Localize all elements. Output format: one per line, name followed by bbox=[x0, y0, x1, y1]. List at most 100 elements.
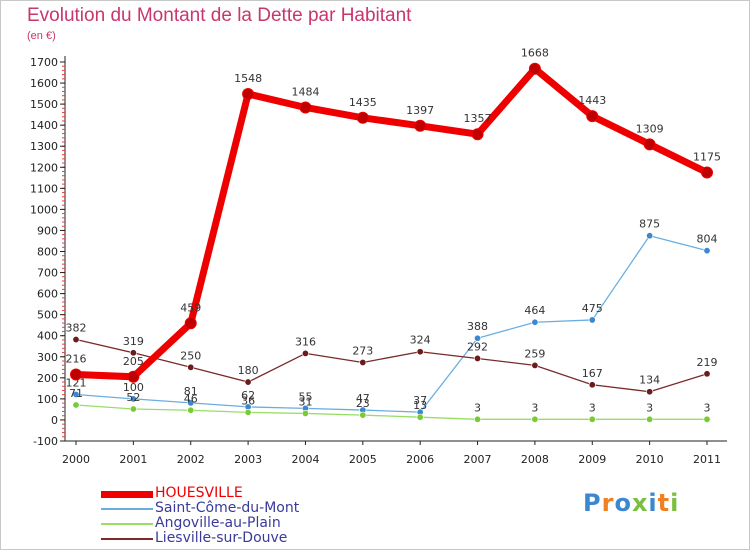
data-label: 37 bbox=[413, 394, 427, 407]
y-tick-label: 1400 bbox=[30, 119, 58, 132]
data-label: 1397 bbox=[406, 104, 434, 117]
data-label: 382 bbox=[66, 322, 87, 335]
data-label: 81 bbox=[184, 385, 198, 398]
data-point bbox=[531, 318, 539, 326]
data-label: 292 bbox=[467, 340, 488, 353]
data-label: 459 bbox=[180, 301, 201, 314]
y-tick-label: -100 bbox=[33, 435, 58, 448]
x-tick-label: 2000 bbox=[62, 453, 90, 466]
data-label: 250 bbox=[180, 349, 201, 362]
legend-label: Liesville-sur-Douve bbox=[155, 530, 288, 546]
data-point bbox=[474, 354, 482, 362]
data-label: 23 bbox=[356, 397, 370, 410]
data-point bbox=[703, 415, 711, 423]
legend-swatch bbox=[101, 508, 153, 510]
data-point bbox=[474, 415, 482, 423]
brand-letter: t bbox=[657, 489, 671, 517]
data-point bbox=[244, 408, 252, 416]
brand-letter: r bbox=[601, 489, 615, 517]
data-point bbox=[646, 415, 654, 423]
data-label: 804 bbox=[697, 233, 718, 246]
y-tick-label: 900 bbox=[37, 224, 58, 237]
x-tick-label: 2002 bbox=[177, 453, 205, 466]
brand-letter: o bbox=[614, 489, 632, 517]
data-label: 71 bbox=[69, 387, 83, 400]
data-label: 3 bbox=[474, 401, 481, 414]
data-point bbox=[588, 316, 596, 324]
legend-swatch bbox=[101, 490, 153, 498]
y-tick-label: 400 bbox=[37, 330, 58, 343]
data-point bbox=[703, 247, 711, 255]
data-label: 134 bbox=[639, 374, 660, 387]
y-tick-label: 1000 bbox=[30, 203, 58, 216]
chart-title: Evolution du Montant de la Dette par Hab… bbox=[27, 5, 412, 26]
data-label: 475 bbox=[582, 302, 603, 315]
data-label: 47 bbox=[356, 392, 370, 405]
data-point bbox=[414, 119, 427, 132]
x-tick-label: 2004 bbox=[291, 453, 319, 466]
data-point bbox=[416, 413, 424, 421]
data-point bbox=[129, 395, 137, 403]
brand-letter: x bbox=[631, 489, 649, 517]
data-point bbox=[72, 401, 80, 409]
y-tick-label: 1500 bbox=[30, 98, 58, 111]
data-label: 36 bbox=[241, 394, 255, 407]
data-label: 216 bbox=[66, 352, 87, 365]
data-label: 219 bbox=[697, 356, 718, 369]
data-point bbox=[187, 406, 195, 414]
data-label: 100 bbox=[123, 381, 144, 394]
y-tick-label: 800 bbox=[37, 246, 58, 259]
data-label: 316 bbox=[295, 335, 316, 348]
data-point bbox=[359, 411, 367, 419]
y-tick-label: 0 bbox=[51, 414, 58, 427]
data-label: 1548 bbox=[234, 72, 262, 85]
data-point bbox=[187, 399, 195, 407]
data-point bbox=[528, 62, 541, 75]
legend-label: HOUESVILLE bbox=[155, 485, 243, 501]
proxiti-logo: Proxiti bbox=[583, 489, 679, 517]
legend-swatch bbox=[101, 523, 153, 525]
data-point bbox=[531, 361, 539, 369]
data-label: 55 bbox=[298, 390, 312, 403]
x-tick-label: 2011 bbox=[693, 453, 721, 466]
x-tick-label: 2009 bbox=[578, 453, 606, 466]
data-label: 259 bbox=[524, 347, 545, 360]
x-tick-label: 2003 bbox=[234, 453, 262, 466]
data-label: 3 bbox=[704, 401, 711, 414]
data-point bbox=[72, 336, 80, 344]
data-label: 1435 bbox=[349, 96, 377, 109]
data-point bbox=[701, 166, 713, 179]
data-label: 62 bbox=[241, 389, 255, 402]
data-label: 121 bbox=[66, 376, 87, 389]
y-tick-label: 500 bbox=[37, 309, 58, 322]
data-point bbox=[643, 138, 656, 151]
y-tick-label: 200 bbox=[37, 372, 58, 385]
data-label: 3 bbox=[589, 401, 596, 414]
x-tick-label: 2001 bbox=[119, 453, 147, 466]
y-tick-label: 1100 bbox=[30, 182, 58, 195]
data-point bbox=[416, 348, 424, 356]
data-label: 52 bbox=[126, 391, 140, 404]
data-point bbox=[129, 405, 137, 413]
data-point bbox=[187, 363, 195, 371]
data-point bbox=[356, 111, 369, 124]
data-label: 319 bbox=[123, 335, 144, 348]
brand-letter: i bbox=[670, 489, 680, 517]
data-label: 180 bbox=[238, 364, 259, 377]
y-tick-label: 1300 bbox=[30, 140, 58, 153]
data-label: 3 bbox=[531, 401, 538, 414]
data-label: 1309 bbox=[636, 122, 664, 135]
legend-label: Saint-Côme-du-Mont bbox=[155, 500, 300, 516]
data-label: 13 bbox=[413, 399, 427, 412]
line-chart: -100 0 100 200 300 400 500 600 700 800 900 1000 1100… bbox=[30, 47, 727, 466]
data-point bbox=[474, 334, 482, 342]
y-tick-label: 1700 bbox=[30, 56, 58, 69]
data-point bbox=[129, 349, 137, 357]
data-point bbox=[646, 388, 654, 396]
data-point bbox=[586, 110, 599, 123]
data-label: 464 bbox=[524, 304, 545, 317]
data-point bbox=[127, 370, 140, 383]
data-label: 875 bbox=[639, 218, 660, 231]
brand-letter: P bbox=[583, 489, 602, 517]
data-label: 1443 bbox=[578, 94, 606, 107]
